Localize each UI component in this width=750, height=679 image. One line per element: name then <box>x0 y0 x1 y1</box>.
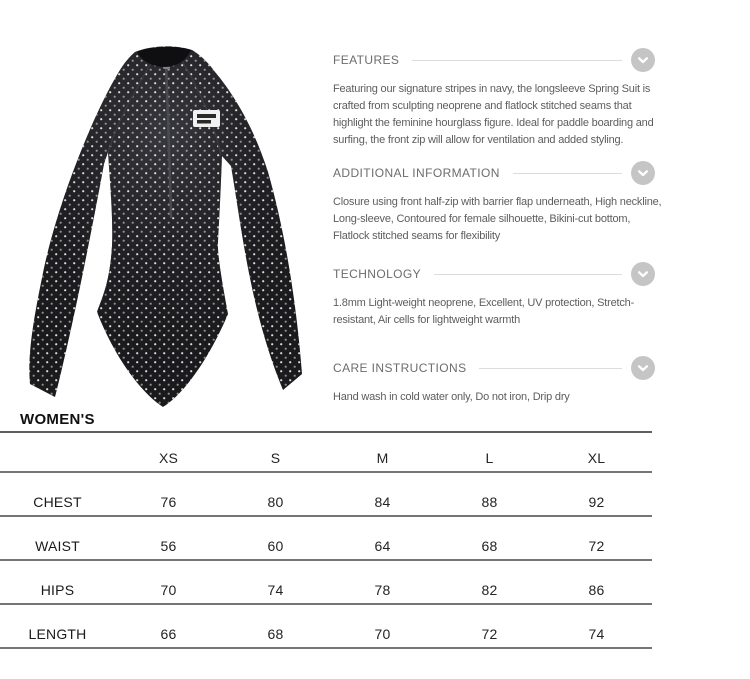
accordion-section-technology: TECHNOLOGY 1.8mm Light-weight neoprene, … <box>333 262 655 329</box>
size-chart-header-row: XS S M L XL <box>0 433 652 473</box>
divider-line <box>512 172 622 174</box>
accordion-body: Closure using front half-zip with barrie… <box>333 194 662 245</box>
size-column-header-m: M <box>376 450 389 466</box>
cell-value: 76 <box>160 494 177 510</box>
accordion-header-technology[interactable]: TECHNOLOGY <box>333 262 655 286</box>
divider-line <box>412 59 622 61</box>
table-row-waist: WAIST 56 60 64 68 72 <box>0 517 652 561</box>
body-text-line: resistant, Air cells for lightweight war… <box>333 314 521 326</box>
cell-value: 70 <box>160 582 177 598</box>
row-label: CHEST <box>33 494 82 510</box>
body-text-line: crafted from sculpting neoprene and flat… <box>333 100 632 112</box>
cell-value: 88 <box>481 494 498 510</box>
front-zip <box>164 61 173 219</box>
cell-value: 78 <box>374 582 391 598</box>
cell-value: 84 <box>374 494 391 510</box>
accordion-section-care-instructions: CARE INSTRUCTIONS Hand wash in cold wate… <box>333 356 655 406</box>
body-text-line: surfing, the front zip will allow for ve… <box>333 134 624 146</box>
product-image <box>0 0 330 420</box>
spring-suit-illustration <box>29 46 302 407</box>
divider-line <box>434 273 622 275</box>
accordion-title: ADDITIONAL INFORMATION <box>333 166 500 180</box>
table-row-chest: CHEST 76 80 84 88 92 <box>0 473 652 517</box>
row-label: HIPS <box>40 582 75 598</box>
size-column-header-xs: XS <box>158 450 179 466</box>
accordion-body: Hand wash in cold water only, Do not iro… <box>333 389 655 406</box>
empty-corner-cell <box>0 433 115 471</box>
table-row-length: LENGTH 66 68 70 72 74 <box>0 605 652 649</box>
size-chart: WOMEN'S XS S M L XL CHEST 76 80 84 88 92… <box>0 409 652 649</box>
divider-line <box>479 367 622 369</box>
chevron-down-icon[interactable] <box>631 161 655 185</box>
accordion-header-features[interactable]: FEATURES <box>333 48 655 72</box>
body-text-line: Featuring our signature stripes in navy,… <box>333 83 651 95</box>
body-text-line: Closure using front half-zip with barrie… <box>333 196 662 208</box>
cell-value: 74 <box>267 582 284 598</box>
accordion-title: FEATURES <box>333 53 400 67</box>
cell-value: 68 <box>267 626 284 642</box>
body-text-line: highlight the feminine hourglass figure.… <box>333 117 654 129</box>
cell-value: 74 <box>588 626 605 642</box>
cell-value: 64 <box>374 538 391 554</box>
size-chart-title-row: WOMEN'S <box>0 409 652 433</box>
size-column-header-s: S <box>270 450 281 466</box>
accordion-body: Featuring our signature stripes in navy,… <box>333 81 655 149</box>
cell-value: 80 <box>267 494 284 510</box>
cell-value: 92 <box>588 494 605 510</box>
accordion-header-additional-information[interactable]: ADDITIONAL INFORMATION <box>333 161 655 185</box>
body-text-line: Hand wash in cold water only, Do not iro… <box>333 391 570 403</box>
size-chart-title: WOMEN'S <box>20 411 95 428</box>
cell-value: 72 <box>588 538 605 554</box>
accordion-title: TECHNOLOGY <box>333 267 422 281</box>
size-column-header-xl: XL <box>587 450 606 466</box>
brand-patch <box>193 110 220 127</box>
chevron-down-icon[interactable] <box>631 262 655 286</box>
cell-value: 82 <box>481 582 498 598</box>
size-column-header-l: L <box>485 450 494 466</box>
cell-value: 68 <box>481 538 498 554</box>
body-text-line: Long-sleeve, Contoured for female silhou… <box>333 213 631 225</box>
product-accordion: FEATURES Featuring our signature stripes… <box>333 48 662 406</box>
accordion-section-additional-information: ADDITIONAL INFORMATION Closure using fro… <box>333 161 662 245</box>
cell-value: 86 <box>588 582 605 598</box>
accordion-title: CARE INSTRUCTIONS <box>333 361 467 375</box>
body-text-line: Flatlock stitched seams for flexibility <box>333 230 501 242</box>
row-label: WAIST <box>35 538 80 554</box>
row-label: LENGTH <box>28 626 87 642</box>
chevron-down-icon[interactable] <box>631 48 655 72</box>
cell-value: 56 <box>160 538 177 554</box>
cell-value: 66 <box>160 626 177 642</box>
cell-value: 60 <box>267 538 284 554</box>
accordion-body: 1.8mm Light-weight neoprene, Excellent, … <box>333 295 655 329</box>
body-text-line: 1.8mm Light-weight neoprene, Excellent, … <box>333 297 635 309</box>
accordion-section-features: FEATURES Featuring our signature stripes… <box>333 48 655 149</box>
accordion-header-care-instructions[interactable]: CARE INSTRUCTIONS <box>333 356 655 380</box>
table-row-hips: HIPS 70 74 78 82 86 <box>0 561 652 605</box>
cell-value: 70 <box>374 626 391 642</box>
cell-value: 72 <box>481 626 498 642</box>
chevron-down-icon[interactable] <box>631 356 655 380</box>
